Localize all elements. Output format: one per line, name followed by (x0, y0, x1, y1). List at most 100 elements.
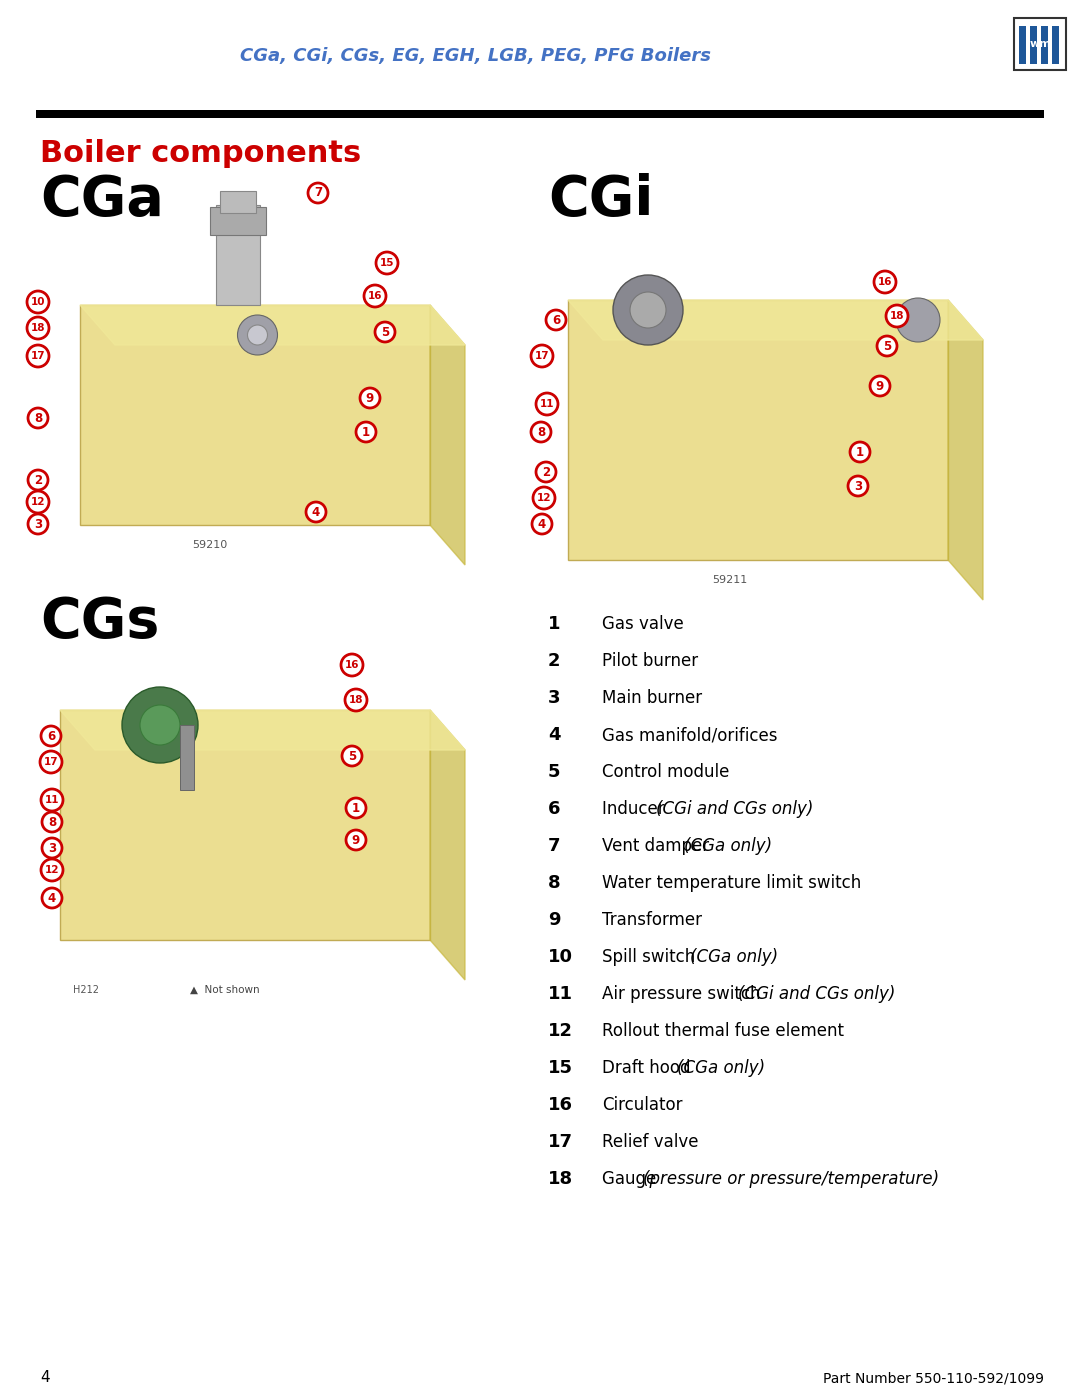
Text: 11: 11 (44, 795, 59, 805)
Text: 12: 12 (44, 865, 59, 875)
Circle shape (341, 654, 363, 676)
Polygon shape (60, 710, 465, 750)
Text: (CGa only): (CGa only) (677, 1059, 765, 1077)
Text: Gas manifold/orifices: Gas manifold/orifices (602, 726, 778, 745)
Text: Spill switch: Spill switch (602, 949, 701, 965)
Text: 7: 7 (314, 187, 322, 200)
Circle shape (27, 345, 49, 367)
Circle shape (42, 812, 62, 833)
Bar (1030, 27, 1037, 64)
Text: 12: 12 (548, 1023, 573, 1039)
Text: 3: 3 (548, 689, 561, 707)
Polygon shape (948, 300, 983, 599)
Text: 16: 16 (345, 659, 360, 671)
Text: 16: 16 (548, 1097, 573, 1113)
Circle shape (848, 476, 868, 496)
Circle shape (531, 422, 551, 441)
Text: 3: 3 (33, 517, 42, 531)
Circle shape (28, 514, 48, 534)
Circle shape (342, 746, 362, 766)
Circle shape (536, 393, 558, 415)
Bar (60, 710, 430, 940)
Bar (36, 110, 1044, 117)
Circle shape (534, 488, 555, 509)
Bar (80, 305, 430, 525)
Text: 9: 9 (876, 380, 885, 393)
Circle shape (536, 462, 556, 482)
Text: 11: 11 (540, 400, 554, 409)
Circle shape (41, 789, 63, 812)
Bar (1020, 27, 1026, 64)
Text: 9: 9 (548, 911, 561, 929)
Circle shape (375, 321, 395, 342)
Text: 12: 12 (30, 497, 45, 507)
Text: 4: 4 (548, 726, 561, 745)
Text: 17: 17 (535, 351, 550, 360)
Circle shape (306, 502, 326, 522)
Circle shape (356, 422, 376, 441)
Text: 10: 10 (30, 298, 45, 307)
Text: Main burner: Main burner (602, 689, 702, 707)
Text: 5: 5 (348, 750, 356, 763)
Circle shape (870, 376, 890, 395)
Text: Control module: Control module (602, 763, 729, 781)
Text: 59211: 59211 (713, 576, 747, 585)
Polygon shape (430, 710, 465, 981)
Text: (CGa only): (CGa only) (690, 949, 779, 965)
Text: 5: 5 (381, 326, 389, 338)
Circle shape (42, 838, 62, 858)
Circle shape (874, 271, 896, 293)
Text: 4: 4 (538, 517, 546, 531)
Circle shape (630, 292, 666, 328)
Circle shape (376, 251, 399, 274)
Text: 4: 4 (40, 1370, 50, 1386)
Text: 15: 15 (548, 1059, 573, 1077)
Text: 1: 1 (856, 446, 864, 458)
Text: 17: 17 (43, 757, 58, 767)
Polygon shape (568, 300, 983, 339)
Circle shape (360, 388, 380, 408)
Text: 2: 2 (33, 474, 42, 486)
Text: 4: 4 (312, 506, 320, 518)
Circle shape (41, 726, 60, 746)
Text: 5: 5 (882, 339, 891, 352)
Text: 15: 15 (380, 258, 394, 268)
Circle shape (613, 275, 683, 345)
Text: Relief valve: Relief valve (602, 1133, 699, 1151)
Text: 10: 10 (548, 949, 573, 965)
Circle shape (247, 326, 268, 345)
Text: 11: 11 (548, 985, 573, 1003)
Text: 1: 1 (548, 615, 561, 633)
Text: 59210: 59210 (192, 541, 228, 550)
Text: CGs: CGs (40, 595, 160, 650)
Text: (pressure or pressure/temperature): (pressure or pressure/temperature) (643, 1171, 939, 1187)
Circle shape (28, 469, 48, 490)
Text: Inducer: Inducer (602, 800, 670, 819)
Text: CGa: CGa (40, 173, 164, 226)
Text: (CGi and CGs only): (CGi and CGs only) (738, 985, 895, 1003)
Text: H212: H212 (73, 985, 99, 995)
Text: 16: 16 (878, 277, 892, 286)
Circle shape (850, 441, 870, 462)
Bar (1052, 27, 1059, 64)
Text: 5: 5 (548, 763, 561, 781)
Text: 3: 3 (48, 841, 56, 855)
Text: Rollout thermal fuse element: Rollout thermal fuse element (602, 1023, 843, 1039)
Circle shape (345, 689, 367, 711)
Text: 16: 16 (368, 291, 382, 300)
Text: 6: 6 (46, 729, 55, 742)
Text: Gauge: Gauge (602, 1171, 661, 1187)
Circle shape (546, 310, 566, 330)
Text: Circulator: Circulator (602, 1097, 683, 1113)
Circle shape (532, 514, 552, 534)
Text: 18: 18 (349, 694, 363, 705)
Text: (CGi and CGs only): (CGi and CGs only) (657, 800, 813, 819)
Circle shape (531, 345, 553, 367)
Text: wm: wm (1029, 39, 1051, 49)
Circle shape (122, 687, 198, 763)
Text: 6: 6 (548, 800, 561, 819)
Text: Air pressure switch: Air pressure switch (602, 985, 766, 1003)
Bar (216, 205, 259, 305)
Text: 8: 8 (48, 816, 56, 828)
Text: 17: 17 (548, 1133, 573, 1151)
